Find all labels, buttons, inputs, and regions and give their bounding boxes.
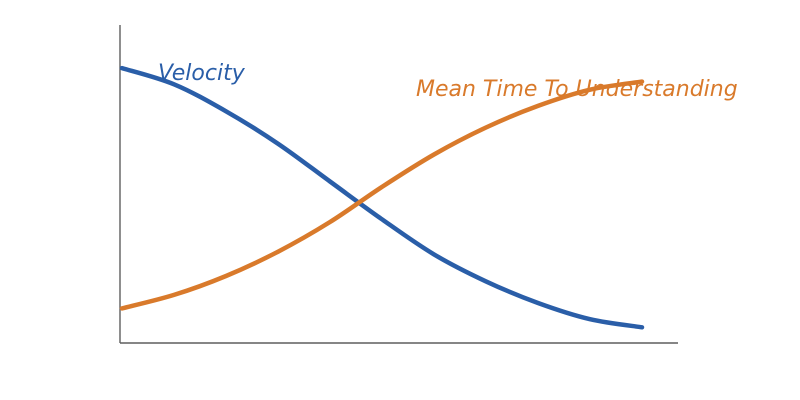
- series-label-1: Velocity: [158, 61, 246, 86]
- series-label-2: Mean Time To Understanding: [416, 77, 738, 102]
- series-line-1: [119, 65, 645, 330]
- series-line-2: [119, 79, 645, 311]
- series-labels: Velocity Mean Time To Understanding: [158, 61, 738, 102]
- series-group: [119, 65, 645, 330]
